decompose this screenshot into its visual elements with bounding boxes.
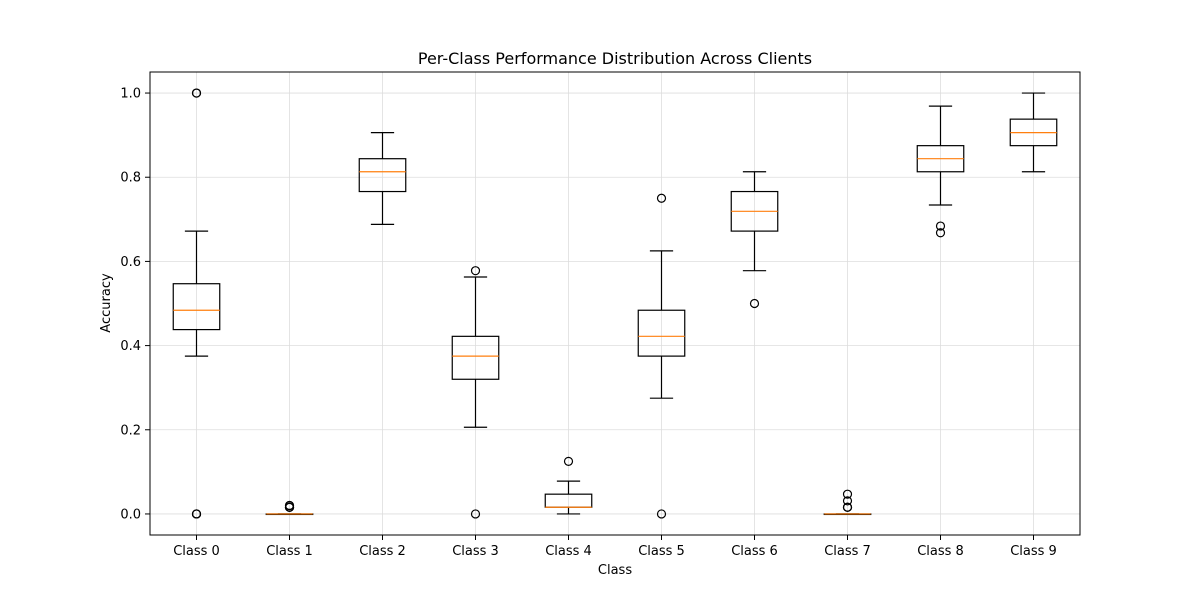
x-tick-label: Class 9 bbox=[1010, 544, 1057, 559]
box-iqr bbox=[358, 158, 407, 193]
outlier-point bbox=[656, 193, 667, 203]
box-1 bbox=[265, 500, 314, 516]
box-5 bbox=[637, 193, 686, 519]
outlier-point bbox=[284, 502, 295, 512]
y-axis: 0.0 0.2 0.4 0.6 0.8 1.0 bbox=[120, 87, 150, 522]
outlier-point bbox=[842, 502, 853, 512]
outlier-point bbox=[470, 509, 481, 519]
outlier-point bbox=[563, 456, 574, 466]
box-iqr bbox=[637, 309, 686, 357]
x-axis: Class 0 Class 1 Class 2 Class 3 Class 4 Class… bbox=[173, 535, 1057, 559]
y-tick-label: 1.0 bbox=[120, 87, 141, 102]
x-tick-label: Class 5 bbox=[638, 544, 685, 559]
chart-title: Per-Class Performance Distribution Acros… bbox=[418, 49, 812, 68]
box-2 bbox=[358, 132, 407, 225]
outlier-point bbox=[749, 298, 760, 309]
outlier-point bbox=[470, 266, 481, 276]
plot-frame bbox=[149, 71, 1081, 536]
box-6 bbox=[730, 171, 779, 309]
y-axis-label: Accuracy bbox=[99, 273, 114, 333]
x-tick-label: Class 0 bbox=[173, 544, 220, 559]
outlier-point bbox=[842, 496, 853, 506]
outlier-point bbox=[191, 509, 202, 519]
outlier-point bbox=[935, 221, 946, 231]
x-tick-label: Class 4 bbox=[545, 544, 592, 559]
y-tick-label: 0.4 bbox=[120, 339, 141, 354]
box-iqr bbox=[172, 283, 221, 331]
y-tick-label: 0.8 bbox=[120, 171, 141, 186]
x-tick-label: Class 1 bbox=[266, 544, 313, 559]
y-tick-label: 0.0 bbox=[120, 507, 141, 522]
box-9 bbox=[1009, 92, 1058, 173]
box-iqr bbox=[451, 335, 500, 380]
outlier-point bbox=[656, 509, 667, 519]
box-3 bbox=[451, 266, 500, 519]
x-axis-label: Class bbox=[598, 563, 632, 578]
outlier-point bbox=[935, 228, 946, 238]
outlier-point bbox=[842, 489, 853, 499]
box-0 bbox=[172, 88, 221, 519]
x-tick-label: Class 3 bbox=[452, 544, 499, 559]
outlier-point bbox=[191, 88, 202, 98]
box-series bbox=[172, 88, 1058, 519]
x-tick-label: Class 2 bbox=[359, 544, 406, 559]
x-tick-label: Class 6 bbox=[731, 544, 778, 559]
grid-lines bbox=[150, 72, 1080, 535]
y-tick-label: 0.6 bbox=[120, 255, 141, 270]
box-8 bbox=[916, 105, 965, 238]
y-tick-label: 0.2 bbox=[120, 423, 141, 438]
x-tick-label: Class 8 bbox=[917, 544, 964, 559]
x-tick-label: Class 7 bbox=[824, 544, 871, 559]
box-7 bbox=[823, 489, 872, 516]
box-4 bbox=[544, 456, 593, 515]
